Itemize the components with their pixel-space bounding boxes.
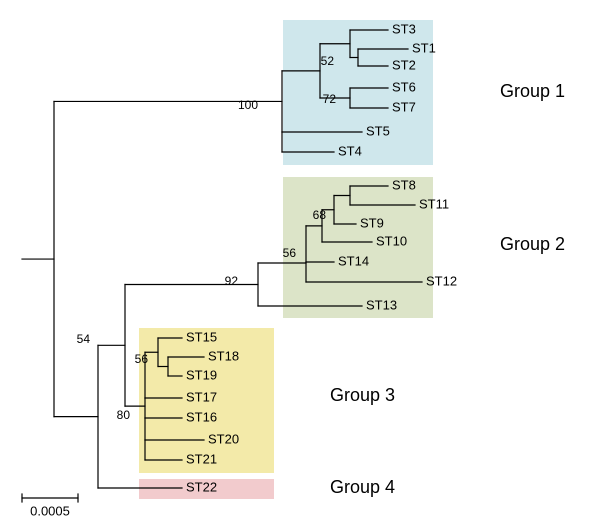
- tip-ST9: ST9: [360, 215, 384, 230]
- group-label-g4: Group 4: [330, 477, 395, 497]
- group-label-g2: Group 2: [500, 234, 565, 254]
- bootstrap-92: 92: [225, 274, 239, 288]
- bootstrap-54: 54: [77, 332, 91, 346]
- tip-ST5: ST5: [366, 123, 390, 138]
- tip-ST7: ST7: [392, 99, 416, 114]
- tip-ST20: ST20: [208, 431, 239, 446]
- bootstrap-56: 56: [283, 246, 297, 260]
- tip-ST21: ST21: [186, 451, 217, 466]
- tip-ST11: ST11: [419, 196, 449, 211]
- bootstrap-56: 56: [135, 352, 149, 366]
- tip-ST16: ST16: [186, 409, 217, 424]
- tip-ST1: ST1: [412, 40, 436, 55]
- bootstrap-52: 52: [321, 54, 335, 68]
- group-label-g3: Group 3: [330, 385, 395, 405]
- tip-ST22: ST22: [186, 479, 217, 494]
- tip-ST12: ST12: [426, 273, 457, 288]
- tip-ST4: ST4: [338, 143, 362, 158]
- scale-label: 0.0005: [30, 503, 70, 518]
- tip-ST3: ST3: [392, 21, 416, 36]
- tip-ST8: ST8: [392, 177, 416, 192]
- tip-ST17: ST17: [186, 389, 217, 404]
- phylogenetic-tree: 100 52 72 92 56 68 54 80 56 ST3 ST1 ST2 ST6 ST7ST5 ST4…: [0, 0, 600, 524]
- tip-ST14: ST14: [338, 253, 369, 268]
- tip-ST18: ST18: [208, 348, 239, 363]
- group-label-g1: Group 1: [500, 81, 565, 101]
- bootstrap-68: 68: [313, 208, 327, 222]
- bootstrap-72: 72: [323, 92, 337, 106]
- tip-ST10: ST10: [376, 233, 407, 248]
- tip-ST2: ST2: [392, 57, 416, 72]
- tip-ST13: ST13: [366, 297, 397, 312]
- tip-ST15: ST15: [186, 329, 217, 344]
- scale-bar: 0.0005: [22, 494, 78, 518]
- bootstrap-80: 80: [117, 408, 131, 422]
- tip-ST19: ST19: [186, 367, 217, 382]
- bootstrap-100: 100: [238, 98, 258, 112]
- tip-ST6: ST6: [392, 79, 416, 94]
